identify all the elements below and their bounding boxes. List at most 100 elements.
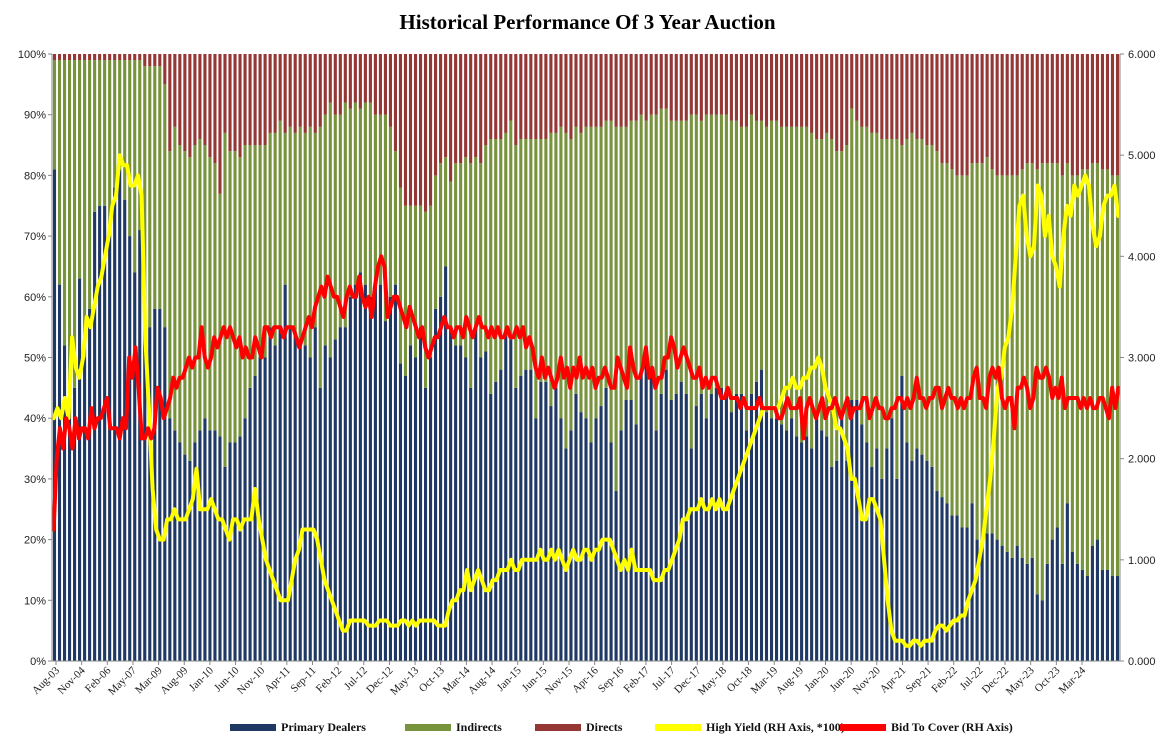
bar-indirects <box>785 126 789 431</box>
bar-directs <box>278 54 282 121</box>
bar-indirects <box>88 60 92 309</box>
bar-directs <box>709 54 713 115</box>
bar-indirects <box>795 126 799 437</box>
bar-primary-dealers <box>403 375 408 661</box>
bar-directs <box>719 54 723 115</box>
bar-directs <box>363 54 367 103</box>
x-tick-label: May-13 <box>388 664 421 697</box>
bar-indirects <box>423 211 428 388</box>
bar-directs <box>544 54 548 139</box>
bar-primary-dealers <box>278 327 282 661</box>
bar-directs <box>764 54 769 127</box>
bar-indirects <box>945 163 949 504</box>
bar-indirects <box>744 126 749 431</box>
bar-primary-dealers <box>494 381 498 661</box>
bar-directs <box>830 54 834 139</box>
bar-directs <box>509 54 513 121</box>
bar-primary-dealers <box>103 205 107 661</box>
bar-directs <box>378 54 382 115</box>
bar-primary-dealers <box>178 442 182 661</box>
bar-directs <box>273 54 277 133</box>
bar-indirects <box>118 60 122 170</box>
bar-indirects <box>454 163 458 346</box>
bar-primary-dealers <box>258 357 262 661</box>
line-high-yield-rh-axis-100 <box>51 153 1121 648</box>
bar-primary-dealers <box>83 357 87 661</box>
bar-indirects <box>188 157 192 461</box>
bar-directs <box>574 54 578 127</box>
bar-primary-dealers <box>373 284 377 661</box>
bar-directs <box>524 54 528 139</box>
bar-directs <box>333 54 337 115</box>
bar-indirects <box>123 60 127 200</box>
bar-indirects <box>293 132 297 334</box>
bar-primary-dealers <box>855 399 859 661</box>
bar-directs <box>1100 54 1105 170</box>
legend-item: Bid To Cover (RH Axis) <box>840 720 1013 735</box>
bar-indirects <box>619 126 623 431</box>
bar-indirects <box>469 163 473 388</box>
bar-indirects <box>594 126 598 419</box>
bar-directs <box>519 54 523 139</box>
bar-indirects <box>865 126 869 443</box>
bar-directs <box>785 54 789 127</box>
bar-indirects <box>1065 163 1069 504</box>
bar-primary-dealers <box>935 491 939 661</box>
legend-item: Primary Dealers <box>230 720 366 735</box>
bar-indirects <box>1080 169 1084 570</box>
bar-primary-dealers <box>604 387 608 661</box>
bar-directs <box>910 54 914 133</box>
bar-primary-dealers <box>965 527 969 661</box>
bar-directs <box>669 54 673 121</box>
bar-primary-dealers <box>474 327 478 661</box>
bar-directs <box>1050 54 1054 164</box>
bar-primary-dealers <box>153 308 157 661</box>
bar-directs <box>699 54 703 121</box>
bar-indirects <box>353 102 357 285</box>
bar-indirects <box>709 114 713 394</box>
x-tick-label: Jan-15 <box>495 664 525 694</box>
bar-indirects <box>519 138 523 376</box>
bar-indirects <box>203 145 207 419</box>
bar-directs <box>1090 54 1094 164</box>
bar-primary-dealers <box>845 460 849 661</box>
bar-primary-dealers <box>790 418 794 661</box>
bar-directs <box>283 54 287 133</box>
bar-directs <box>1115 54 1120 176</box>
x-tick-label: Feb-17 <box>622 664 653 695</box>
bar-indirects <box>574 126 578 394</box>
bar-indirects <box>1110 175 1115 577</box>
bar-primary-dealers <box>629 399 633 661</box>
bar-indirects <box>383 114 387 322</box>
bar-primary-dealers <box>584 418 588 661</box>
bar-indirects <box>669 120 673 400</box>
bar-directs <box>800 54 804 127</box>
bar-directs <box>173 54 177 127</box>
bar-primary-dealers <box>910 460 914 661</box>
bar-indirects <box>724 114 728 394</box>
bar-indirects <box>805 126 809 437</box>
bar-indirects <box>1025 163 1029 564</box>
bar-primary-dealers <box>509 339 513 661</box>
bar-primary-dealers <box>108 236 112 661</box>
bar-directs <box>148 54 152 67</box>
bar-indirects <box>363 102 367 285</box>
bar-directs <box>860 54 864 127</box>
bar-indirects <box>434 175 438 309</box>
bar-directs <box>564 54 568 133</box>
bar-directs <box>203 54 207 146</box>
bar-directs <box>128 54 132 61</box>
bar-directs <box>1095 54 1099 164</box>
bar-indirects <box>634 120 638 425</box>
bar-primary-dealers <box>539 381 543 661</box>
bar-directs <box>423 54 428 212</box>
bar-indirects <box>278 120 282 328</box>
bar-primary-dealers <box>975 539 979 661</box>
bar-directs <box>1035 54 1039 170</box>
bar-indirects <box>499 138 503 370</box>
bar-primary-dealers <box>719 387 723 661</box>
bar-primary-dealers <box>358 272 362 661</box>
bar-directs <box>213 54 217 164</box>
bar-indirects <box>759 120 764 370</box>
